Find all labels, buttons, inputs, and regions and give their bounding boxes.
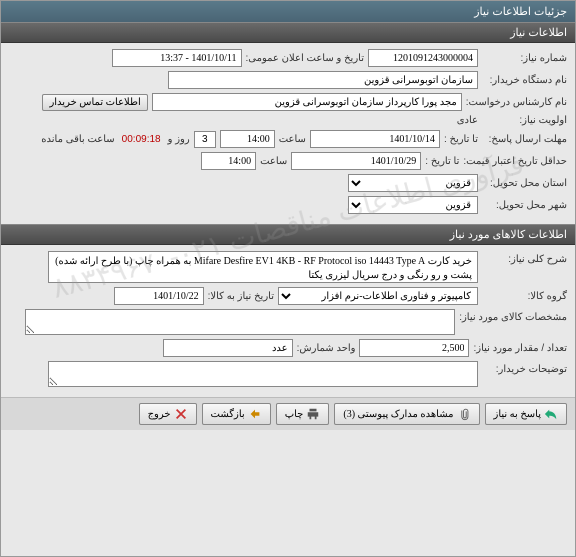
- qty-input[interactable]: [359, 339, 469, 357]
- desc-textarea[interactable]: [48, 251, 478, 283]
- need-info-panel: شماره نیاز: تاریخ و ساعت اعلان عمومی: نا…: [1, 43, 575, 224]
- deadline-time-input[interactable]: [220, 130, 275, 148]
- titlebar: جزئیات اطلاعات نیاز: [1, 1, 575, 22]
- need-number-label: شماره نیاز:: [482, 53, 567, 64]
- deadline-suffix: ساعت باقی مانده: [41, 134, 114, 145]
- group-select[interactable]: کامپیوتر و فناوری اطلاعات-نرم افزار: [278, 287, 478, 305]
- province-select[interactable]: قزوین: [348, 174, 478, 192]
- exit-label: خروج: [148, 409, 171, 420]
- reply-icon: [544, 407, 558, 421]
- print-icon: [306, 407, 320, 421]
- need-date-input[interactable]: [114, 287, 204, 305]
- announce-label: تاریخ و ساعت اعلان عمومی:: [246, 53, 365, 64]
- validity-time-label: ساعت: [260, 156, 287, 167]
- requester-input[interactable]: [152, 93, 462, 111]
- deadline-count: 3: [194, 131, 216, 148]
- respond-button[interactable]: پاسخ به نیاز: [485, 403, 568, 425]
- print-label: چاپ: [285, 409, 304, 420]
- validity-time-input[interactable]: [201, 152, 256, 170]
- city-label: شهر محل تحویل:: [482, 200, 567, 211]
- buyer-notes-textarea[interactable]: [48, 361, 478, 387]
- requester-label: نام کارشناس درخواست:: [466, 97, 567, 108]
- print-button[interactable]: چاپ: [276, 403, 330, 425]
- unit-input[interactable]: [163, 339, 293, 357]
- exit-button[interactable]: خروج: [139, 403, 197, 425]
- deadline-date-input[interactable]: [310, 130, 440, 148]
- validity-todate-label: تا تاریخ :: [425, 156, 459, 167]
- button-bar: پاسخ به نیاز مشاهده مدارک پیوستی (3) چاپ…: [1, 397, 575, 430]
- attachments-label: مشاهده مدارک پیوستی (3): [343, 409, 453, 420]
- section-need-info: اطلاعات نیاز: [1, 22, 575, 43]
- buyer-notes-label: توضیحات خریدار:: [482, 361, 567, 375]
- validity-date-input[interactable]: [291, 152, 421, 170]
- content: فرآوری اطلاعات مناقصات ۰۲۱-۸۸۳۴۹۶۷۰ اطلا…: [1, 22, 575, 430]
- announce-input[interactable]: [112, 49, 242, 67]
- deadline-time-label: ساعت: [279, 134, 306, 145]
- spec-label: مشخصات کالای مورد نیاز:: [459, 309, 567, 323]
- unit-label: واحد شمارش:: [297, 343, 356, 354]
- back-button[interactable]: بازگشت: [202, 403, 271, 425]
- desc-label: شرح کلی نیاز:: [482, 251, 567, 265]
- section-goods: اطلاعات کالاهای مورد نیاز: [1, 224, 575, 245]
- attachment-icon: [457, 407, 471, 421]
- qty-label: تعداد / مقدار مورد نیاز:: [473, 343, 567, 354]
- need-date-label: تاریخ نیاز به کالا:: [208, 291, 274, 302]
- attachments-button[interactable]: مشاهده مدارک پیوستی (3): [334, 403, 479, 425]
- deadline-roz: روز و: [168, 134, 190, 145]
- goods-panel: شرح کلی نیاز: گروه کالا: کامپیوتر و فناو…: [1, 245, 575, 397]
- priority-value: عادی: [457, 115, 478, 126]
- back-icon: [248, 407, 262, 421]
- spec-textarea[interactable]: [25, 309, 455, 335]
- contact-button[interactable]: اطلاعات تماس خریدار: [42, 94, 147, 111]
- deadline-label: مهلت ارسال پاسخ:: [482, 134, 567, 145]
- validity-label: حداقل تاریخ اعتبار قیمت:: [463, 156, 567, 167]
- deadline-timer: 00:09:18: [119, 134, 164, 145]
- back-label: بازگشت: [211, 409, 245, 420]
- province-label: استان محل تحویل:: [482, 178, 567, 189]
- window-title: جزئیات اطلاعات نیاز: [474, 6, 567, 18]
- exit-icon: [174, 407, 188, 421]
- buyer-org-input[interactable]: [168, 71, 478, 89]
- buyer-org-label: نام دستگاه خریدار:: [482, 75, 567, 86]
- need-number-input[interactable]: [368, 49, 478, 67]
- city-select[interactable]: قزوین: [348, 196, 478, 214]
- respond-label: پاسخ به نیاز: [494, 409, 542, 420]
- group-label: گروه کالا:: [482, 291, 567, 302]
- deadline-todate-label: تا تاریخ :: [444, 134, 478, 145]
- priority-label: اولویت نیاز:: [482, 115, 567, 126]
- window: جزئیات اطلاعات نیاز فرآوری اطلاعات مناقص…: [0, 0, 576, 557]
